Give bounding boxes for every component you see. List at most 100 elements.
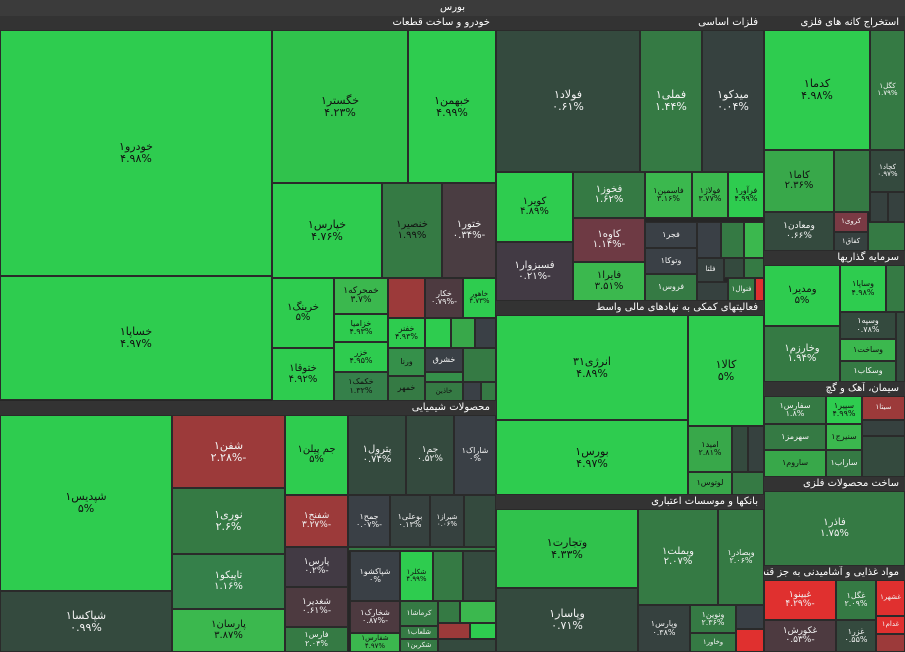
stock-tile[interactable]: غکورش۱ -۰.۵۳%	[764, 620, 836, 652]
stock-tile[interactable]: خگستر۱ ۴.۲۳%	[272, 30, 408, 183]
small-tile[interactable]	[736, 629, 764, 652]
stock-tile[interactable]: پترول۱ ۰.۷۴%	[348, 415, 406, 495]
stock-tile[interactable]: شفنح۱ -۳.۲۷%	[285, 495, 348, 547]
stock-tile[interactable]: ورنا	[388, 348, 425, 376]
stock-tile[interactable]: فسبزوار۱ -۰.۲۱%	[496, 242, 573, 301]
small-tile[interactable]	[744, 258, 764, 278]
stock-tile[interactable]: خودرو۱ ۴.۹۸%	[0, 30, 272, 276]
stock-tile[interactable]: شیراز۱ ۰.۰۶%	[430, 495, 464, 547]
stock-tile[interactable]: فرآور۱ ۴.۹۹%	[728, 172, 764, 218]
stock-tile[interactable]: بوعلی۱ ۰.۱۳%	[390, 495, 430, 547]
stock-tile[interactable]: فنوال۱	[728, 278, 755, 301]
small-tile[interactable]	[470, 623, 496, 639]
stock-tile[interactable]: وساخت۱	[840, 339, 896, 361]
stock-tile[interactable]: فولاد۱ ۰.۶۱%	[496, 30, 640, 172]
small-tile[interactable]	[438, 639, 496, 652]
stock-tile[interactable]: سنیرج۱	[826, 424, 862, 450]
stock-tile[interactable]: ختور۱ -۰.۳۴%	[442, 183, 496, 278]
stock-tile[interactable]: وخارزم۱ ۱.۹۴%	[764, 326, 840, 382]
stock-tile[interactable]: شلعاب۱	[400, 626, 438, 639]
small-tile[interactable]	[896, 312, 905, 382]
small-tile[interactable]	[870, 192, 888, 222]
small-tile[interactable]	[438, 623, 470, 639]
small-tile[interactable]	[697, 282, 728, 301]
stock-tile[interactable]: شغدیر۱ -۰.۶۱%	[285, 587, 348, 627]
stock-tile[interactable]: وخاور۱	[690, 633, 736, 652]
small-tile[interactable]	[438, 601, 460, 623]
stock-tile[interactable]: خکار -۰.۷۹%	[425, 278, 463, 318]
stock-tile[interactable]: ومدیر۱ ۵%	[764, 265, 840, 326]
stock-tile[interactable]: شخارک۱ -۰.۸۷%	[350, 601, 400, 633]
small-tile[interactable]	[451, 318, 475, 348]
stock-tile[interactable]: خاهور ۴.۷۳%	[463, 278, 496, 318]
stock-tile[interactable]: غگل۱ ۲.۰۹%	[836, 580, 876, 620]
small-tile[interactable]	[862, 420, 905, 436]
stock-tile[interactable]: خبهمن۱ ۴.۹۹%	[408, 30, 496, 183]
stock-tile[interactable]: خفنر ۴.۹۳%	[388, 318, 425, 348]
stock-tile[interactable]: ساراب۱	[826, 450, 862, 477]
small-tile[interactable]	[868, 222, 905, 251]
stock-tile[interactable]: فولاژ۱ ۳.۷۷%	[692, 172, 728, 218]
stock-tile[interactable]: غشهر۱	[876, 580, 905, 616]
stock-tile[interactable]: جم۱ ۰.۵۲%	[406, 415, 454, 495]
stock-tile[interactable]: لوتوس۱	[688, 472, 732, 495]
stock-tile[interactable]: خزر ۴.۹۵%	[334, 342, 388, 372]
stock-tile[interactable]: کرماشا۱	[400, 601, 438, 626]
small-tile[interactable]	[348, 547, 496, 551]
stock-tile[interactable]: خمحرکه۱ ۳.۷%	[334, 278, 388, 314]
stock-tile[interactable]: خشرق	[425, 348, 463, 372]
small-tile[interactable]	[460, 601, 496, 623]
stock-tile[interactable]: بورس۱ ۴.۹۷%	[496, 420, 688, 495]
stock-tile[interactable]: انرژی۳۱ ۴.۸۹%	[496, 315, 688, 420]
stock-tile[interactable]: شفارس۱ ۴.۹۷%	[350, 633, 400, 652]
stock-tile[interactable]: کاما۱ ۲.۳۶%	[764, 150, 834, 212]
stock-tile[interactable]: فاسمین۱ ۳.۱۶%	[645, 172, 692, 218]
stock-tile[interactable]: پارسان۱ ۳.۸۷%	[172, 609, 285, 652]
stock-tile[interactable]: کچاد۱ ۰.۹۷%	[870, 150, 905, 192]
stock-tile[interactable]: خاذین	[425, 382, 463, 401]
stock-tile[interactable]: پارس۱ -۰.۲%	[285, 547, 348, 587]
stock-tile[interactable]: کالا۱ ۵%	[688, 315, 764, 426]
stock-tile[interactable]: وبملت۱ ۲.۰۷%	[638, 509, 718, 605]
stock-tile[interactable]: فروس۱	[645, 274, 697, 301]
small-tile[interactable]	[475, 318, 496, 348]
small-tile[interactable]	[463, 348, 496, 382]
stock-tile[interactable]: فلتا	[697, 258, 724, 282]
stock-tile[interactable]: وبصادر۱ ۲.۰۶%	[718, 509, 764, 605]
small-tile[interactable]	[697, 222, 721, 258]
small-tile[interactable]	[736, 605, 764, 629]
small-tile[interactable]	[744, 222, 764, 258]
small-tile[interactable]	[463, 551, 496, 601]
stock-tile[interactable]: جم پیلن۱ ۵%	[285, 415, 348, 495]
stock-tile[interactable]: خزامیا ۴.۹۳%	[334, 314, 388, 342]
small-tile[interactable]	[862, 436, 905, 477]
small-tile[interactable]	[876, 634, 905, 652]
stock-tile[interactable]: شپاکسا۱ ۰.۹۹%	[0, 591, 172, 652]
stock-tile[interactable]: ونوین۱ ۲.۳۶%	[690, 605, 736, 633]
stock-tile[interactable]: کروی۱	[834, 212, 868, 232]
stock-tile[interactable]: ومعادن۱ ۰.۶۶%	[764, 212, 834, 251]
stock-tile[interactable]: وپارس۱ ۰.۳۸%	[638, 605, 690, 652]
stock-tile[interactable]: فارس۱ ۲.۰۴%	[285, 627, 348, 652]
stock-tile[interactable]: وتوکا۱	[645, 248, 697, 274]
stock-tile[interactable]: خمهر	[388, 376, 425, 401]
stock-tile[interactable]: تاپیکو۱ ۱.۱۶%	[172, 554, 285, 609]
stock-tile[interactable]: خکمک۱ ۱.۳۲%	[334, 372, 388, 401]
small-tile[interactable]	[724, 258, 744, 278]
stock-tile[interactable]: سفارس۱ ۱.۸%	[764, 396, 826, 424]
small-tile[interactable]	[886, 265, 905, 312]
stock-tile[interactable]: فجر۱	[645, 222, 697, 248]
small-tile[interactable]	[834, 150, 870, 212]
small-tile[interactable]	[425, 318, 451, 348]
stock-tile[interactable]: سپیر۱ ۴.۹۹%	[826, 396, 862, 424]
stock-tile[interactable]: شکربن۱	[400, 639, 438, 652]
stock-tile[interactable]: فاذر۱ ۱.۷۵%	[764, 491, 905, 566]
small-tile[interactable]	[463, 382, 481, 401]
small-tile[interactable]	[755, 278, 764, 301]
small-tile[interactable]	[721, 222, 744, 258]
stock-tile[interactable]: کگل۱ ۱.۷۹%	[870, 30, 905, 150]
stock-tile[interactable]: ختوقا۱ ۴.۹۲%	[272, 348, 334, 401]
small-tile[interactable]	[732, 426, 748, 472]
stock-tile[interactable]: خنصیر۱ ۱.۹۹%	[382, 183, 442, 278]
small-tile[interactable]	[433, 551, 463, 601]
